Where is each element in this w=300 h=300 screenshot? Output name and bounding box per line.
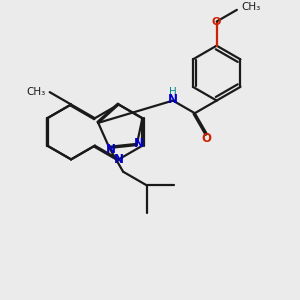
Text: N: N (134, 136, 144, 150)
Text: N: N (106, 143, 116, 156)
Text: CH₃: CH₃ (242, 2, 261, 12)
Text: O: O (202, 131, 212, 145)
Text: N: N (168, 93, 178, 106)
Text: CH₃: CH₃ (26, 87, 46, 97)
Text: N: N (114, 153, 124, 166)
Text: H: H (169, 87, 177, 97)
Text: O: O (212, 16, 221, 26)
